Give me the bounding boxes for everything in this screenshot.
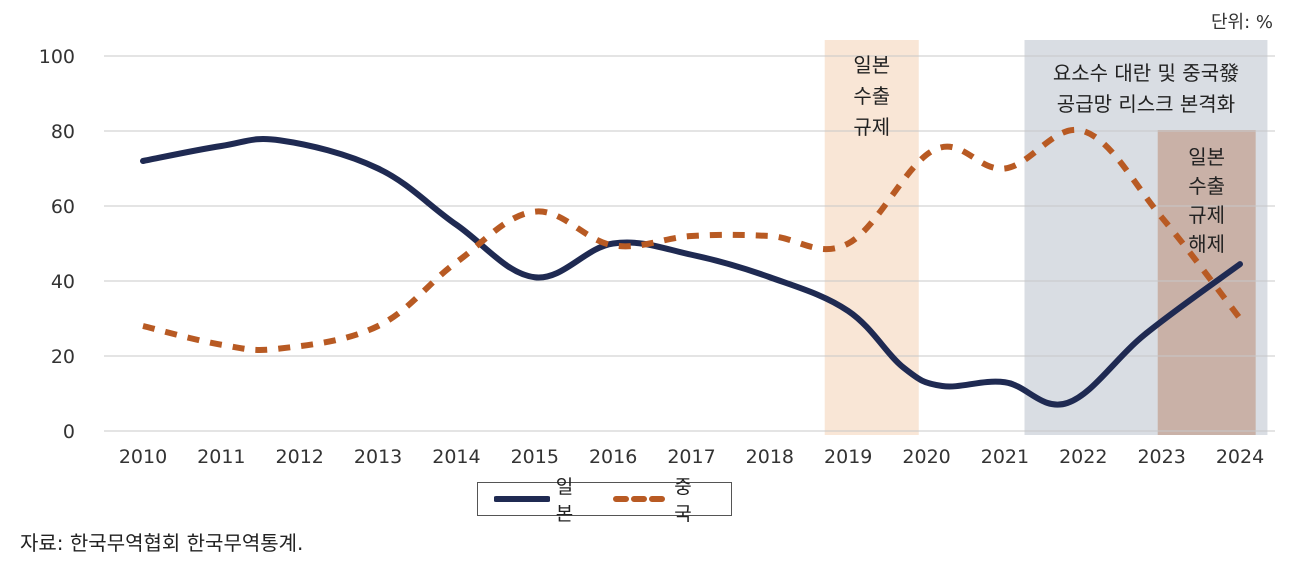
x-tick-label: 2022	[1059, 446, 1107, 468]
x-tick-label: 2015	[511, 446, 559, 468]
band-label-0: 일본	[853, 53, 890, 77]
legend-label-japan: 일본	[555, 476, 574, 525]
y-tick-label: 0	[63, 421, 75, 443]
band-label-2: 일본	[1188, 145, 1225, 169]
legend-swatch-china	[612, 496, 669, 502]
legend-label-china: 중국	[674, 476, 692, 525]
band-label-1: 요소수 대란 및 중국發	[1053, 61, 1239, 85]
y-tick-label: 40	[51, 271, 75, 293]
band-label-1: 공급망 리스크 본격화	[1057, 92, 1235, 116]
y-tick-label: 80	[51, 121, 75, 143]
legend-item-japan: 일본	[494, 472, 591, 526]
x-tick-label: 2017	[667, 446, 715, 468]
source-note: 자료: 한국무역협회 한국무역통계.	[20, 531, 304, 555]
series-line-japan	[140, 136, 1243, 408]
legend-item-china: 중국	[612, 472, 710, 526]
x-tick-label: 2024	[1216, 446, 1264, 468]
highlight-band-2	[1157, 130, 1256, 435]
x-tick-label: 2011	[197, 446, 245, 468]
legend-swatch-japan	[494, 496, 550, 502]
x-tick-label: 2010	[119, 446, 167, 468]
x-tick-label: 2018	[746, 446, 794, 468]
band-label-0: 규제	[853, 115, 890, 139]
x-tick-label: 2020	[902, 446, 950, 468]
band-label-2: 수출	[1188, 174, 1225, 198]
y-tick-label: 20	[51, 346, 75, 368]
band-label-0: 수출	[853, 84, 890, 108]
x-tick-label: 2019	[824, 446, 872, 468]
band-label-2: 규제	[1188, 203, 1225, 227]
y-tick-label: 60	[51, 196, 75, 218]
y-tick-label: 100	[39, 46, 75, 68]
x-tick-label: 2021	[981, 446, 1029, 468]
legend: 일본 중국	[477, 476, 732, 525]
x-tick-label: 2016	[589, 446, 637, 468]
x-tick-label: 2013	[354, 446, 402, 468]
x-tick-label: 2014	[432, 446, 480, 468]
unit-label: 단위: %	[1211, 12, 1273, 33]
band-label-2: 해제	[1188, 232, 1225, 256]
series-line-china	[142, 126, 1243, 353]
x-tick-label: 2012	[276, 446, 324, 468]
x-tick-label: 2023	[1137, 446, 1185, 468]
